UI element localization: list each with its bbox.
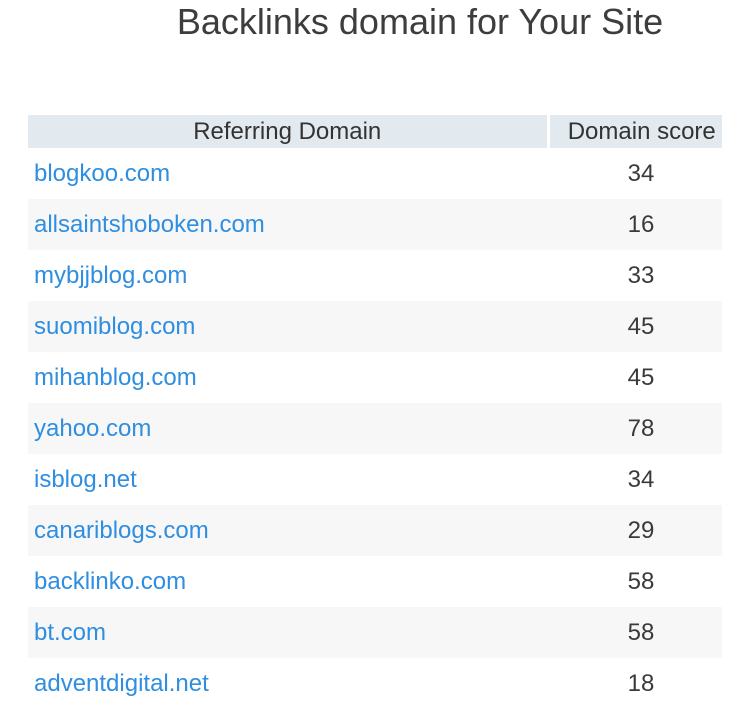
domain-link[interactable]: isblog.net bbox=[34, 465, 137, 493]
table-row: yahoo.com 78 bbox=[28, 403, 722, 454]
domain-link[interactable]: blogkoo.com bbox=[34, 159, 171, 187]
domain-link[interactable]: mihanblog.com bbox=[34, 363, 197, 391]
domain-link[interactable]: suomiblog.com bbox=[34, 312, 196, 340]
table-row: blogkoo.com 34 bbox=[28, 148, 722, 199]
domain-cell: mihanblog.com bbox=[28, 352, 548, 403]
table-row: suomiblog.com 45 bbox=[28, 301, 722, 352]
table-row: bt.com 58 bbox=[28, 607, 722, 658]
table-row: allsaintshoboken.com 16 bbox=[28, 199, 722, 250]
domain-cell: blogkoo.com bbox=[28, 148, 548, 199]
domain-cell: suomiblog.com bbox=[28, 301, 548, 352]
domain-score-cell: 34 bbox=[627, 465, 655, 493]
domain-score-cell: 34 bbox=[627, 159, 655, 187]
table-row: canariblogs.com 29 bbox=[28, 505, 722, 556]
header-row: Referring Domain Domain score bbox=[28, 115, 722, 148]
domain-score-cell: 45 bbox=[627, 312, 655, 340]
table-body: blogkoo.com 34 allsaintshoboken.com 16 mybjj… bbox=[28, 148, 722, 709]
domain-score-cell: 29 bbox=[627, 516, 655, 544]
domain-link[interactable]: yahoo.com bbox=[34, 414, 152, 442]
domain-cell: backlinko.com bbox=[28, 556, 548, 607]
domain-score-cell: 45 bbox=[627, 363, 655, 391]
domain-cell: allsaintshoboken.com bbox=[28, 199, 548, 250]
domain-link[interactable]: allsaintshoboken.com bbox=[34, 210, 265, 238]
domain-score-cell: 78 bbox=[627, 414, 655, 442]
backlinks-table: Referring Domain Domain score blogkoo.co… bbox=[28, 115, 722, 709]
domain-score-cell: 58 bbox=[627, 618, 655, 646]
domain-link[interactable]: adventdigital.net bbox=[34, 669, 209, 697]
domain-cell: mybjjblog.com bbox=[28, 250, 548, 301]
domain-link[interactable]: mybjjblog.com bbox=[34, 261, 188, 289]
column-header-domain-score: Domain score bbox=[546, 115, 722, 148]
column-header-referring-domain: Referring Domain bbox=[28, 115, 548, 148]
domain-link[interactable]: canariblogs.com bbox=[34, 516, 209, 544]
table-row: isblog.net 34 bbox=[28, 454, 722, 505]
table-header: Referring Domain Domain score bbox=[28, 115, 722, 148]
domain-cell: canariblogs.com bbox=[28, 505, 548, 556]
page-title: Backlinks domain for Your Site bbox=[176, 1, 664, 42]
domain-cell: yahoo.com bbox=[28, 403, 548, 454]
domain-score-cell: 16 bbox=[627, 210, 655, 238]
domain-cell: isblog.net bbox=[28, 454, 548, 505]
domain-score-cell: 33 bbox=[627, 261, 655, 289]
domain-score-cell: 58 bbox=[627, 567, 655, 595]
table-row: mihanblog.com 45 bbox=[28, 352, 722, 403]
table-row: backlinko.com 58 bbox=[28, 556, 722, 607]
table-row: mybjjblog.com 33 bbox=[28, 250, 722, 301]
domain-score-cell: 18 bbox=[627, 669, 655, 697]
domain-cell: bt.com bbox=[28, 607, 548, 658]
domain-cell: adventdigital.net bbox=[28, 658, 548, 709]
domain-link[interactable]: bt.com bbox=[34, 618, 107, 646]
domain-link[interactable]: backlinko.com bbox=[34, 567, 187, 595]
table-row: adventdigital.net 18 bbox=[28, 658, 722, 709]
